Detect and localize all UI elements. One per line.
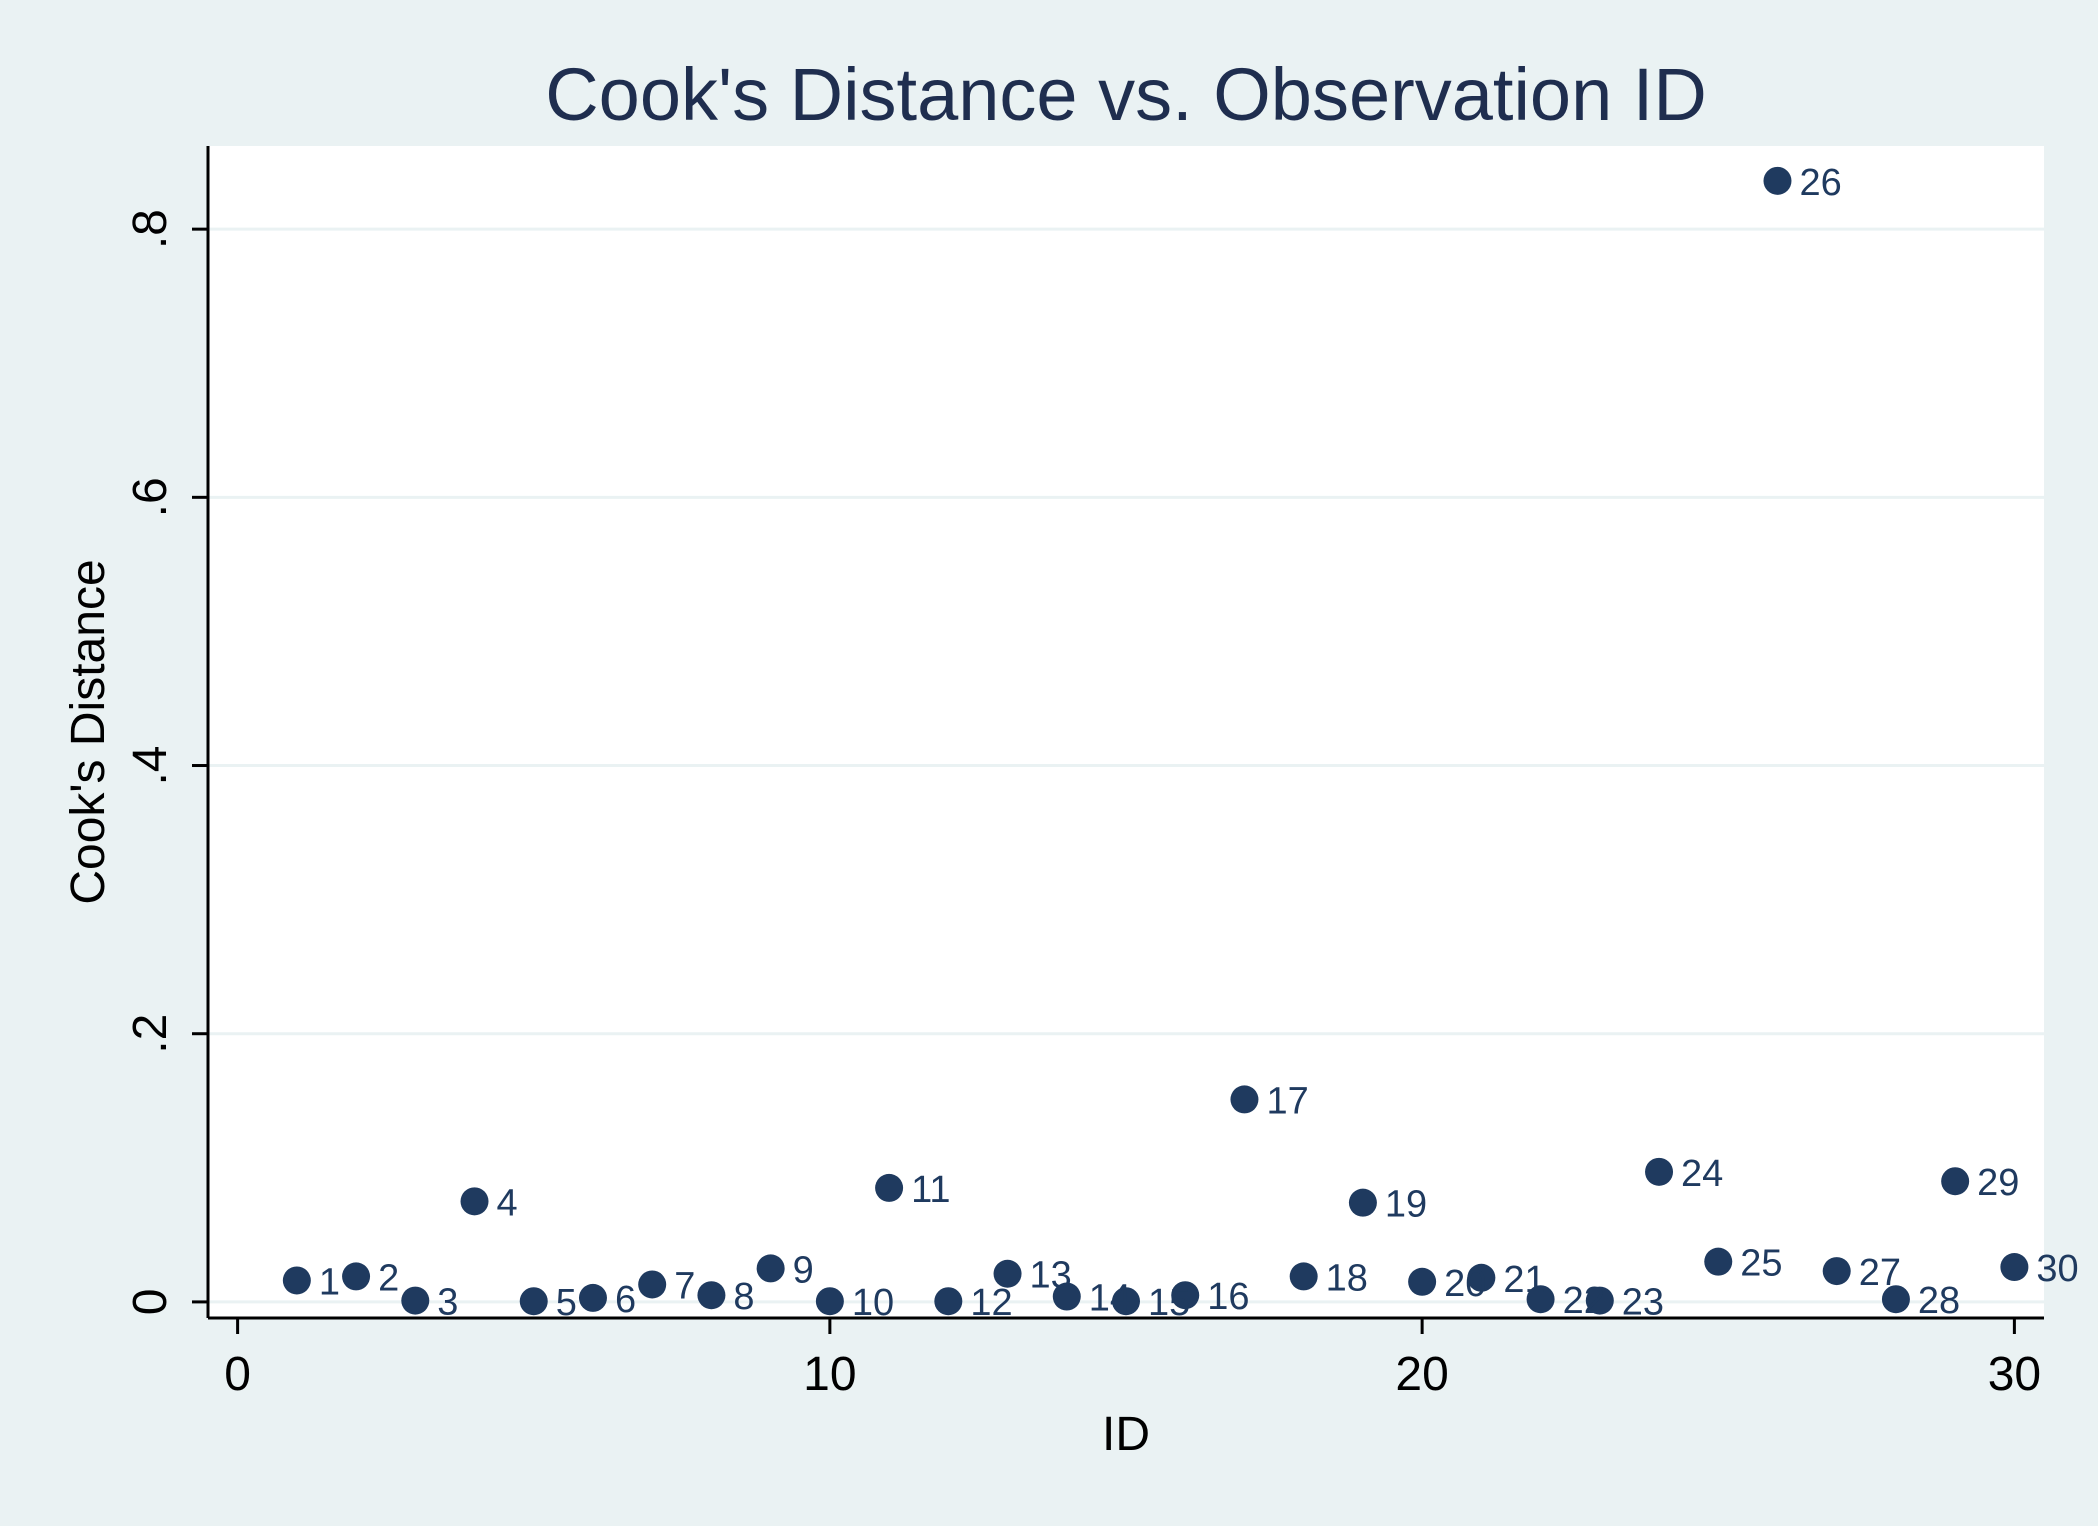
data-point-label-6: 6 [615,1279,636,1321]
data-point-16 [1171,1281,1200,1310]
y-tick-label-1: .2 [124,1014,177,1054]
data-point-label-29: 29 [1977,1162,2019,1204]
data-point-label-18: 18 [1326,1257,1368,1299]
data-point-10 [815,1287,844,1316]
data-point-label-24: 24 [1681,1153,1723,1195]
data-point-label-26: 26 [1799,162,1841,204]
data-point-label-21: 21 [1503,1259,1545,1301]
data-point-label-7: 7 [674,1265,695,1307]
data-point-25 [1704,1247,1733,1276]
x-ticks: 0 10 20 30 [224,1318,2041,1401]
data-point-15 [1112,1287,1140,1316]
data-point-6 [578,1283,607,1312]
data-point-14 [1052,1282,1081,1311]
y-tick-label-3: .6 [124,477,177,517]
x-axis-label: ID [1102,1408,1150,1461]
data-point-label-16: 16 [1207,1276,1249,1318]
data-point-8 [697,1281,726,1310]
data-point-2 [342,1262,371,1291]
data-point-23 [1585,1286,1614,1315]
data-point-11 [875,1173,904,1202]
y-ticks: 0 .2 .4 .6 .8 [124,209,208,1315]
data-point-17 [1230,1085,1259,1114]
data-point-label-5: 5 [556,1282,577,1324]
data-point-label-2: 2 [378,1257,399,1299]
data-point-label-11: 11 [911,1169,950,1211]
data-point-9 [756,1254,785,1283]
data-point-label-17: 17 [1266,1080,1308,1122]
data-point-29 [1941,1167,1970,1196]
data-point-22 [1526,1285,1555,1314]
data-point-27 [1822,1257,1851,1286]
data-point-18 [1289,1262,1318,1291]
data-point-label-30: 30 [2036,1248,2078,1290]
data-point-label-28: 28 [1918,1280,1960,1322]
data-point-label-8: 8 [733,1276,754,1318]
data-point-label-25: 25 [1740,1243,1782,1285]
x-tick-label-3: 30 [1988,1348,2041,1401]
data-point-label-15: 15 [1148,1282,1190,1324]
data-points [282,166,2029,1316]
data-point-4 [460,1187,489,1216]
data-point-20 [1408,1267,1437,1296]
data-point-label-4: 4 [497,1182,518,1224]
data-point-label-13: 13 [1030,1255,1072,1297]
data-point-label-22: 22 [1563,1280,1605,1322]
data-point-24 [1645,1157,1674,1186]
x-tick-label-0: 0 [224,1348,251,1401]
y-axis-label: Cook's Distance [62,559,115,904]
data-point-label-9: 9 [793,1249,814,1291]
data-point-label-20: 20 [1444,1263,1486,1305]
data-point-label-1: 1 [319,1261,340,1303]
y-tick-label-0: 0 [124,1289,177,1316]
data-point-label-3: 3 [437,1282,458,1324]
data-point-1 [282,1266,311,1295]
data-point-label-10: 10 [852,1282,894,1324]
data-point-label-14: 14 [1089,1278,1131,1320]
x-tick-label-1: 10 [803,1348,856,1401]
data-point-13 [993,1259,1022,1288]
y-tick-label-4: .8 [124,209,177,249]
data-point-label-27: 27 [1859,1252,1901,1294]
data-point-5 [519,1287,548,1316]
data-point-3 [401,1286,430,1315]
data-point-label-12: 12 [970,1282,1012,1324]
data-point-19 [1348,1188,1377,1217]
data-point-30 [2000,1253,2029,1282]
data-point-28 [1881,1285,1910,1314]
data-point-12 [934,1287,963,1316]
plot-area [208,146,2044,1318]
data-point-label-19: 19 [1385,1184,1427,1226]
y-tick-label-2: .4 [124,746,177,786]
data-point-label-23: 23 [1622,1282,1664,1324]
chart-title: Cook's Distance vs. Observation ID [545,53,1707,136]
data-point-7 [638,1270,667,1299]
grid-lines [208,227,2044,1304]
data-point-26 [1763,166,1792,195]
x-tick-label-2: 20 [1395,1348,1448,1401]
data-point-21 [1467,1263,1496,1292]
